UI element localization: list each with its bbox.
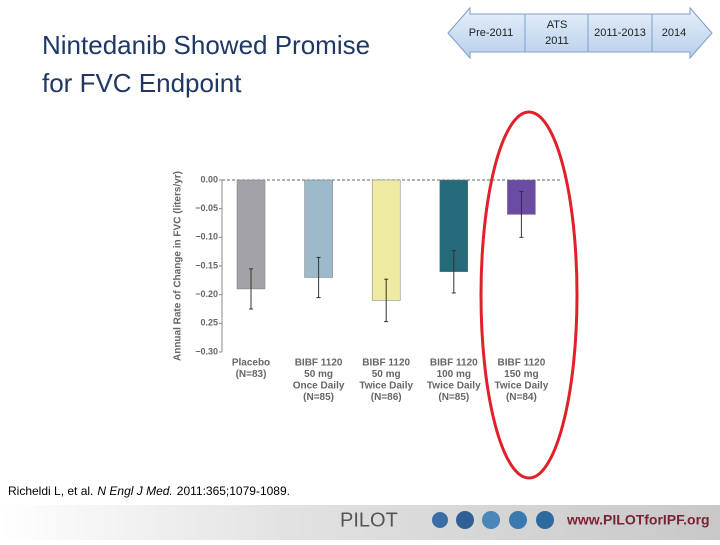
footer-logo: PILOT [340,509,398,531]
citation-part: 2011:365;1079-1089. [177,484,290,498]
x-tick-label: (N=86) [371,392,402,403]
y-tick-label: 0.25 [200,318,218,328]
slide-title: for FVC Endpoint [42,68,242,98]
timeline-label: 2011-2013 [594,27,646,39]
x-tick-label: BIBF 1120 [362,358,410,369]
x-tick-label: 50 mg [304,369,333,380]
y-tick-label: −0.10 [195,232,218,242]
timeline-label: 2014 [662,27,686,39]
x-tick-label: 100 mg [437,369,471,380]
x-tick-label: (N=83) [236,369,267,380]
x-tick-label: Once Daily [293,381,345,392]
citation-part: Richeldi L, et al. [8,484,93,498]
citation: Richeldi L, et al. N Engl J Med. 2011:365;… [8,484,290,498]
y-tick-label: −0.30 [195,346,218,356]
timeline-arrow [447,6,713,60]
x-tick-label: BIBF 1120 [430,358,478,369]
x-tick-label: Placebo [232,358,270,369]
slide-title: Nintedanib Showed Promise [42,30,370,60]
x-tick-label: Twice Daily [495,381,549,392]
timeline-label: Pre-2011 [469,27,513,39]
x-tick-label: Twice Daily [359,381,413,392]
footer-bar [0,505,720,540]
y-tick-label: 0.00 [200,174,218,184]
y-tick-label: −0.05 [195,203,218,213]
citation-part: N Engl J Med. [97,484,172,498]
x-tick-label: BIBF 1120 [295,358,343,369]
x-tick-label: 150 mg [504,369,538,380]
x-tick-label: (N=85) [303,392,334,403]
y-tick-label: −0.20 [195,289,218,299]
x-tick-label: BIBF 1120 [497,358,545,369]
x-tick-label: (N=84) [506,392,537,403]
x-tick-label: 50 mg [372,369,401,380]
footer-icons [432,511,554,529]
y-tick-label: −0.15 [195,260,218,270]
y-axis-label: Annual Rate of Change in FVC (liters/yr) [173,171,184,361]
timeline-label: ATS 2011 [545,19,569,47]
x-tick-label: (N=85) [438,392,469,403]
footer-url: www.PILOTforIPF.org [566,512,710,528]
highlight-oval [479,110,579,480]
x-tick-label: Twice Daily [427,381,481,392]
